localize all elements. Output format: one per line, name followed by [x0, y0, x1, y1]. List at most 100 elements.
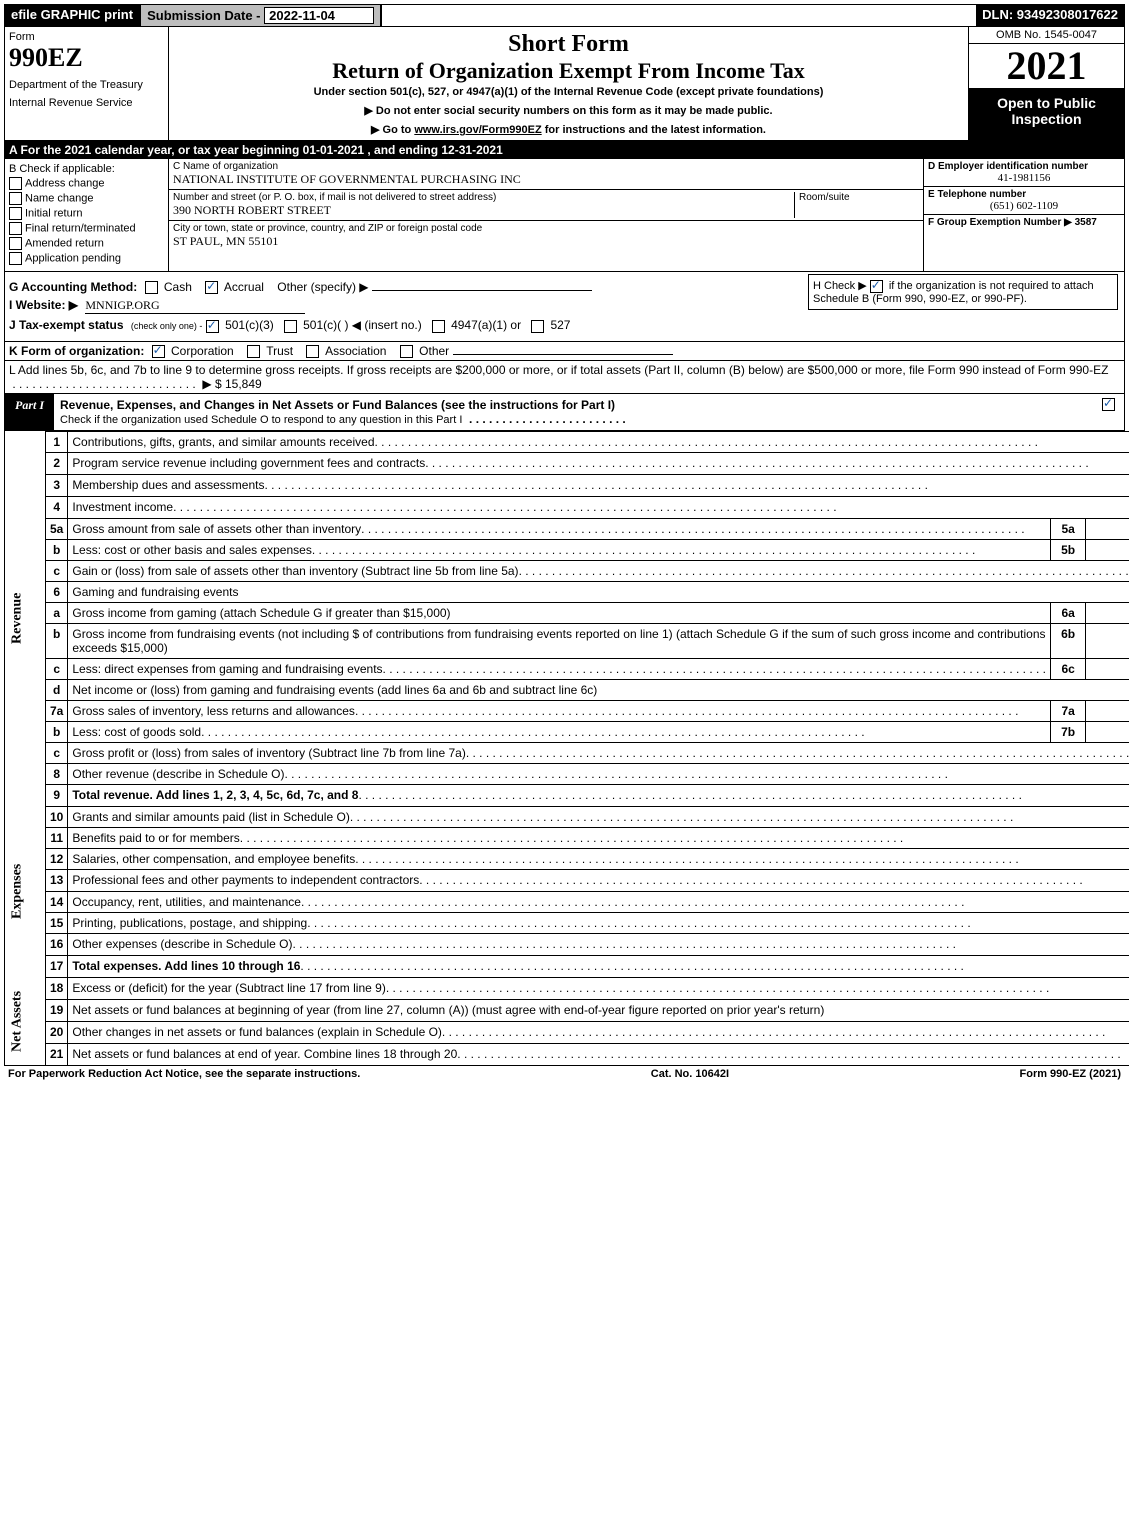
line-6d: d Net income or (loss) from gaming and f… [5, 679, 1129, 700]
check-final-return[interactable]: Final return/terminated [9, 222, 164, 235]
inline-no: 5b [1051, 539, 1086, 560]
k-trust-label: Trust [266, 344, 293, 358]
open-to-public: Open to Public Inspection [969, 89, 1124, 140]
b-label: B Check if applicable: [9, 163, 164, 175]
line-6: 6 Gaming and fundraising events [5, 581, 1129, 602]
j-501c-checkbox[interactable] [284, 320, 297, 333]
check-initial-return[interactable]: Initial return [9, 207, 164, 220]
k-prefix: K Form of organization: [9, 344, 144, 358]
irs-link[interactable]: www.irs.gov/Form990EZ [414, 124, 541, 136]
org-address: 390 NORTH ROBERT STREET [173, 203, 794, 218]
footer-right: Form 990-EZ (2021) [1020, 1068, 1121, 1080]
line-no: c [46, 560, 68, 581]
line-no: a [46, 602, 68, 623]
line-20: 20 Other changes in net assets or fund b… [5, 1021, 1129, 1043]
expenses-vlabel: Expenses [5, 806, 46, 977]
line-2: 2 Program service revenue including gove… [5, 452, 1129, 474]
inline-val [1086, 623, 1129, 658]
k-other-input[interactable] [453, 354, 673, 355]
short-form-title: Short Form [173, 31, 964, 58]
line-desc: Membership dues and assessments [72, 478, 264, 492]
f-group-label: F Group Exemption Number ▶ 3587 [928, 217, 1120, 228]
header-left: Form 990EZ Department of the Treasury In… [5, 27, 169, 140]
k-other-label: Other [419, 344, 449, 358]
form-number: 990EZ [9, 43, 164, 73]
top-bar-left: efile GRAPHIC print Submission Date - [5, 5, 382, 26]
g-cash-label: Cash [164, 280, 192, 294]
d-ein-label: D Employer identification number [928, 161, 1120, 172]
j-4947-checkbox[interactable] [432, 320, 445, 333]
part1-checkbox[interactable] [1102, 398, 1115, 411]
check-application-pending[interactable]: Application pending [9, 252, 164, 265]
inline-no: 6a [1051, 602, 1086, 623]
inline-val [1086, 700, 1129, 721]
form-word: Form [9, 31, 164, 43]
block-b-checkboxes: B Check if applicable: Address change Na… [5, 159, 169, 271]
block-h: H Check ▶ if the organization is not req… [808, 274, 1118, 310]
ssn-warning: ▶ Do not enter social security numbers o… [173, 104, 964, 117]
inline-no: 6c [1051, 658, 1086, 679]
line-no: 4 [46, 496, 68, 518]
line-6b: b Gross income from fundraising events (… [5, 623, 1129, 658]
submission-date-input[interactable] [264, 7, 374, 24]
org-city: ST PAUL, MN 55101 [173, 234, 482, 249]
l-value: 15,849 [225, 377, 262, 391]
submission-date-box: Submission Date - [139, 5, 382, 26]
line-desc: Gain or (loss) from sale of assets other… [72, 564, 518, 578]
k-corp-checkbox[interactable] [152, 345, 165, 358]
line-no: 19 [46, 999, 68, 1021]
j-501c3-checkbox[interactable] [206, 320, 219, 333]
h-checkbox[interactable] [870, 280, 883, 293]
header-center: Short Form Return of Organization Exempt… [169, 27, 969, 140]
line-desc: Net income or (loss) from gaming and fun… [72, 683, 597, 697]
line-no: 3 [46, 474, 68, 496]
line-no: 16 [46, 933, 68, 955]
k-assoc-checkbox[interactable] [306, 345, 319, 358]
line-desc: Printing, publications, postage, and shi… [72, 916, 307, 930]
g-cash-checkbox[interactable] [145, 281, 158, 294]
check-name-change[interactable]: Name change [9, 192, 164, 205]
line-no: 18 [46, 977, 68, 999]
i-prefix: I Website: ▶ [9, 298, 78, 312]
page-footer: For Paperwork Reduction Act Notice, see … [4, 1066, 1125, 1082]
check-label: Application pending [25, 252, 121, 264]
top-bar: efile GRAPHIC print Submission Date - DL… [4, 4, 1125, 27]
j-527-checkbox[interactable] [531, 320, 544, 333]
line-no: 15 [46, 912, 68, 933]
k-other-checkbox[interactable] [400, 345, 413, 358]
part1-lines-table: Revenue 1 Contributions, gifts, grants, … [4, 431, 1129, 1066]
submission-label: Submission Date - [147, 8, 260, 23]
line-7c: c Gross profit or (loss) from sales of i… [5, 742, 1129, 763]
form-title: Return of Organization Exempt From Incom… [173, 58, 964, 84]
line-14: 14 Occupancy, rent, utilities, and maint… [5, 891, 1129, 912]
k-assoc-label: Association [325, 344, 386, 358]
k-corp-label: Corporation [171, 344, 234, 358]
g-accrual-checkbox[interactable] [205, 281, 218, 294]
line-desc: Gross sales of inventory, less returns a… [72, 704, 355, 718]
inline-val [1086, 518, 1129, 539]
g-other-label: Other (specify) ▶ [277, 280, 368, 294]
check-address-change[interactable]: Address change [9, 177, 164, 190]
l-arrow: ▶ $ [202, 377, 221, 391]
line-desc: Professional fees and other payments to … [72, 873, 419, 887]
header-right: OMB No. 1545-0047 2021 Open to Public In… [969, 27, 1124, 140]
line-desc: Total revenue. Add lines 1, 2, 3, 4, 5c,… [72, 788, 358, 802]
line-6c: c Less: direct expenses from gaming and … [5, 658, 1129, 679]
line-13: 13 Professional fees and other payments … [5, 869, 1129, 891]
group-exemption-value: 3587 [1075, 217, 1097, 228]
dln-label: DLN: 93492308017622 [976, 5, 1124, 26]
k-trust-checkbox[interactable] [247, 345, 260, 358]
line-4: 4 Investment income 4 25 [5, 496, 1129, 518]
efile-print-button[interactable]: efile GRAPHIC print [5, 5, 139, 26]
line-desc: Contributions, gifts, grants, and simila… [72, 435, 374, 449]
line-no: 6 [46, 581, 68, 602]
line-desc: Salaries, other compensation, and employ… [72, 852, 355, 866]
line-no: b [46, 623, 68, 658]
line-16: 16 Other expenses (describe in Schedule … [5, 933, 1129, 955]
line-11: 11 Benefits paid to or for members 11 [5, 827, 1129, 848]
instr2-post: for instructions and the latest informat… [542, 124, 766, 136]
part1-check [1096, 394, 1124, 430]
line-18: Net Assets 18 Excess or (deficit) for th… [5, 977, 1129, 999]
g-other-input[interactable] [372, 290, 592, 291]
check-amended-return[interactable]: Amended return [9, 237, 164, 250]
